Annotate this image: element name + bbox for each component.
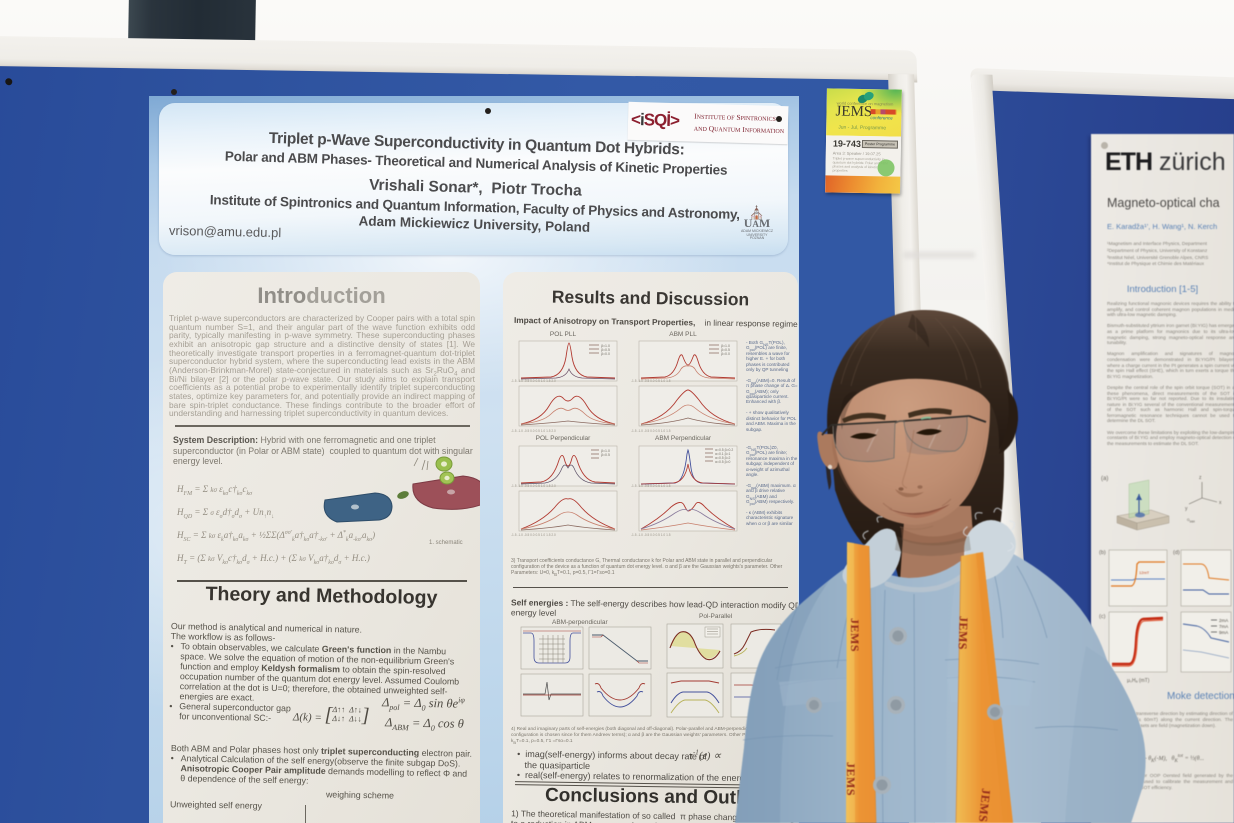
svg-text:7mA: 7mA xyxy=(1219,624,1228,629)
svg-text:μ₀Hₐ (mT): μ₀Hₐ (mT) xyxy=(1127,678,1150,684)
svg-text:α=0.5 β=2: α=0.5 β=2 xyxy=(715,456,731,460)
svg-text:JEMS: JEMS xyxy=(848,618,862,652)
svg-text:(a): (a) xyxy=(1101,476,1108,482)
svg-text:α=0.5 β=0.2: α=0.5 β=0.2 xyxy=(715,448,733,452)
svg-text:JEMS: JEMS xyxy=(976,788,993,823)
svg-text:ᴳₔₐₓ: ᴳₔₐₓ xyxy=(1187,518,1195,524)
svg-text:(b): (b) xyxy=(1099,550,1106,556)
svg-text:-1.5 -1.0 -0.5 0.0 0.5 1.0 1.5: -1.5 -1.0 -0.5 0.0 0.5 1.0 1.5 2.0 xyxy=(511,484,556,488)
svg-text:β=0.5: β=0.5 xyxy=(601,348,610,352)
svg-text:9mA: 9mA xyxy=(1219,630,1228,635)
svg-text:α=0.1 β=1: α=0.1 β=1 xyxy=(715,452,731,456)
svg-text:12mT: 12mT xyxy=(1139,570,1150,575)
svg-text:(c): (c) xyxy=(1099,614,1106,620)
svg-text:x: x xyxy=(1219,500,1222,506)
svg-text:β=0.0: β=0.0 xyxy=(721,352,730,356)
svg-text:α=0.5 β=0: α=0.5 β=0 xyxy=(715,460,731,464)
svg-text:2mA: 2mA xyxy=(1219,618,1228,623)
svg-text:-1.5 -1.0 -0.5 0.0 0.5 1.0 1.5: -1.5 -1.0 -0.5 0.0 0.5 1.0 1.5 xyxy=(631,379,671,383)
svg-text:β=1.0: β=1.0 xyxy=(721,344,730,348)
svg-text:-1.5 -1.0 -0.5 0.0 0.5 1.0 1.5: -1.5 -1.0 -0.5 0.0 0.5 1.0 1.5 xyxy=(631,484,671,488)
svg-text:β=0.5: β=0.5 xyxy=(601,453,610,457)
svg-text:β=0.5: β=0.5 xyxy=(721,348,730,352)
svg-text:β=1.0: β=1.0 xyxy=(601,449,610,453)
svg-text:-1.5 -1.0 -0.5 0.0 0.5 1.0 1.5: -1.5 -1.0 -0.5 0.0 0.5 1.0 1.5 xyxy=(631,429,671,433)
svg-text:-1.5 -1.0 -0.5 0.0 0.5 1.0 1.5: -1.5 -1.0 -0.5 0.0 0.5 1.0 1.5 xyxy=(631,533,671,537)
svg-text:(d): (d) xyxy=(1173,550,1180,556)
svg-text:-1.5 -1.0 -0.5 0.0 0.5 1.0 1.5: -1.5 -1.0 -0.5 0.0 0.5 1.0 1.5 2.0 xyxy=(511,379,556,383)
svg-text:-1.5 -1.0 -0.5 0.0 0.5 1.0 1.5: -1.5 -1.0 -0.5 0.0 0.5 1.0 1.5 2.0 xyxy=(511,429,556,433)
svg-text:z: z xyxy=(1199,475,1202,481)
svg-text:JEMS: JEMS xyxy=(956,616,971,650)
svg-text:JEMS: JEMS xyxy=(844,762,858,796)
svg-text:-1.5 -1.0 -0.5 0.0 0.5 1.0 1.5: -1.5 -1.0 -0.5 0.0 0.5 1.0 1.5 2.0 xyxy=(511,533,556,537)
svg-text:y: y xyxy=(1185,506,1188,512)
svg-text:β=1.0: β=1.0 xyxy=(601,344,610,348)
svg-text:β=0.0: β=0.0 xyxy=(601,352,610,356)
